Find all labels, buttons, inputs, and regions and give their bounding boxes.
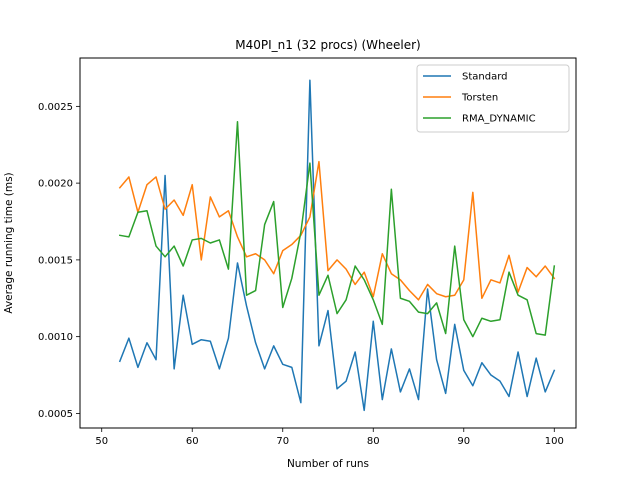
y-tick-label: 0.0010	[38, 332, 73, 343]
series-line-rma-dynamic	[118, 120, 556, 338]
y-tick-label: 0.0005	[38, 409, 73, 420]
series-line-torsten	[118, 160, 556, 301]
x-tick-label: 70	[276, 436, 289, 447]
x-tick-label: 100	[545, 436, 564, 447]
y-axis: 0.0005 0.0010 0.0015 0.0020 0.0025	[38, 102, 80, 420]
legend: Standard Torsten RMA_DYNAMIC	[416, 64, 570, 133]
series-layer	[118, 79, 556, 412]
legend-label: RMA_DYNAMIC	[462, 114, 536, 125]
plot-frame	[79, 57, 577, 429]
x-axis: 50 60 70 80 90 100	[95, 428, 564, 447]
x-tick-label: 50	[95, 436, 108, 447]
x-tick-label: 60	[186, 436, 199, 447]
x-tick-label: 80	[367, 436, 380, 447]
legend-label: Standard	[462, 72, 508, 83]
y-tick-label: 0.0025	[38, 102, 73, 113]
y-tick-label: 0.0015	[38, 255, 73, 266]
y-tick-label: 0.0020	[38, 179, 73, 190]
series-line-standard	[118, 79, 556, 412]
y-axis-label: Average running time (ms)	[3, 172, 15, 313]
x-tick-label: 90	[457, 436, 470, 447]
chart-title: M40PI_n1 (32 procs) (Wheeler)	[235, 38, 420, 52]
legend-box	[416, 64, 570, 133]
legend-label: Torsten	[461, 93, 498, 104]
x-axis-label: Number of runs	[287, 458, 369, 470]
